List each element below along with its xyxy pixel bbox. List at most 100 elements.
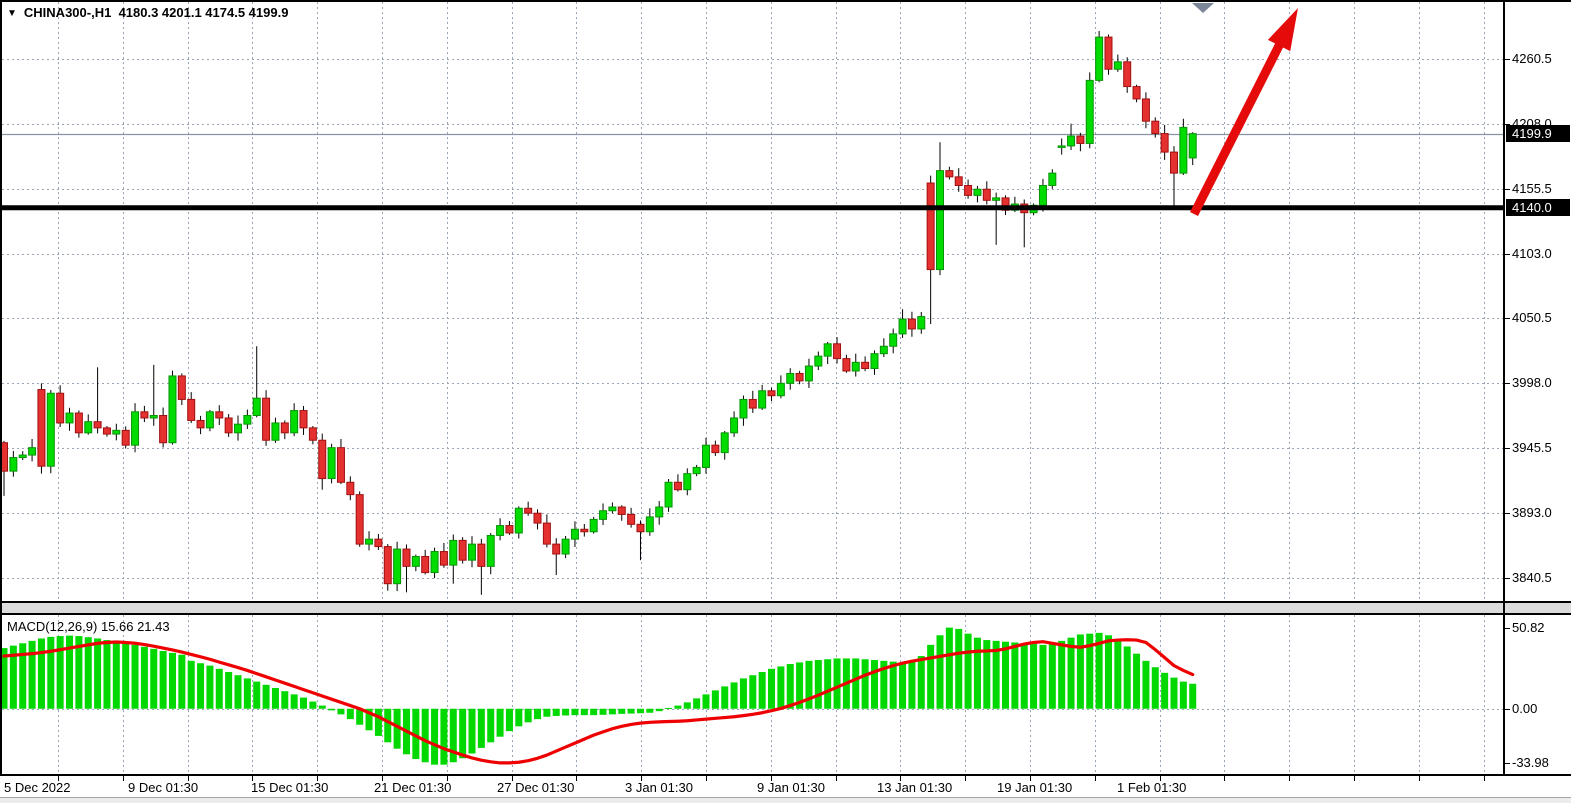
macd-hist-bar — [739, 678, 747, 709]
candle-bull — [84, 421, 93, 434]
candle-bull — [149, 415, 158, 419]
macd-hist-bar — [749, 675, 757, 709]
candle-bull — [496, 525, 505, 536]
macd-hist-bar — [973, 637, 981, 709]
window-border-top — [0, 0, 1571, 2]
candle-bear — [56, 392, 65, 424]
candle-bear — [102, 427, 111, 435]
macd-hist-bar — [1161, 672, 1169, 709]
candle-bull — [739, 398, 748, 419]
candle-bull — [1038, 184, 1047, 206]
macd-hist-bar — [262, 684, 270, 709]
macd-hist-bar — [543, 708, 551, 717]
macd-hist-bar — [1133, 653, 1141, 709]
macd-hist-bar — [702, 694, 710, 709]
trend-arrow-shaft — [1189, 38, 1286, 217]
candle-bear — [477, 543, 486, 567]
panel-separator[interactable] — [0, 601, 1571, 615]
macd-hist-bar — [0, 648, 8, 709]
macd-hist-bar — [19, 643, 27, 709]
macd-hist-bar — [1114, 640, 1122, 709]
macd-hist-bar — [159, 650, 167, 709]
candle-bear — [121, 429, 130, 446]
macd-canvas[interactable] — [0, 615, 1571, 776]
time-tick-label: 21 Dec 01:30 — [374, 780, 452, 795]
macd-hist-bar — [1011, 642, 1019, 709]
hline-price-badge: 4140.0 — [1506, 199, 1570, 217]
candle-bull — [65, 412, 74, 424]
macd-hist-bar — [47, 636, 55, 709]
macd-hist-bar — [393, 708, 401, 749]
macd-hist-bar — [281, 691, 289, 709]
main-gridlines — [2, 2, 1504, 601]
main-chart-canvas[interactable] — [0, 0, 1571, 602]
candle-bear — [982, 188, 991, 201]
macd-hist-bar — [599, 708, 607, 715]
candle-bull — [46, 392, 55, 467]
macd-hist-bar — [150, 648, 158, 709]
macd-hist-bar — [56, 636, 64, 709]
candle-bear — [196, 419, 205, 429]
candle-bear — [505, 525, 514, 534]
trend-arrow-object[interactable] — [1189, 8, 1298, 217]
time-tick-label: 5 Dec 2022 — [4, 780, 71, 795]
macd-hist-bar — [28, 640, 36, 709]
candle-bull — [449, 539, 458, 566]
macd-hist-bar — [758, 672, 766, 709]
macd-hist-bar — [356, 708, 364, 725]
price-tick-label: 4103.0 — [1512, 245, 1552, 261]
candle-bull — [786, 372, 795, 384]
candle-bull — [992, 197, 1001, 201]
macd-hist-bar — [908, 660, 916, 709]
macd-hist-bar — [655, 708, 663, 712]
candle-bull — [1057, 145, 1066, 148]
candle-bear — [439, 551, 448, 566]
macd-hist-bar — [1095, 632, 1103, 709]
candle-bull — [655, 506, 664, 518]
candle-bear — [262, 397, 271, 441]
macd-hist-bar — [618, 708, 626, 714]
macd-hist-bar — [1086, 633, 1094, 709]
candle-bear — [617, 506, 626, 515]
symbol-dropdown-icon[interactable]: ▼ — [7, 8, 17, 19]
candle-bull — [570, 528, 579, 540]
candle-bear — [299, 410, 308, 429]
candle-bear — [842, 358, 851, 372]
candle-bull — [608, 506, 617, 512]
candle-bear — [318, 439, 327, 480]
trend-arrow-head[interactable] — [1267, 8, 1298, 52]
macd-hist-bar — [197, 663, 205, 709]
macd-hist-bar — [786, 664, 794, 709]
macd-hist-bar — [365, 708, 373, 731]
macd-hist-bar — [187, 660, 195, 709]
current-price-badge: 4199.9 — [1506, 125, 1570, 143]
macd-hist-bar — [1030, 644, 1038, 709]
candle-bear — [1170, 151, 1178, 174]
macd-hist-bar — [889, 661, 897, 709]
macd-hist-bar — [140, 646, 148, 709]
candle-bull — [468, 543, 476, 561]
macd-hist-bar — [768, 668, 776, 709]
candle-bear — [926, 182, 935, 271]
macd-hist-bar — [131, 644, 139, 709]
macd-hist-bar — [683, 702, 691, 709]
candle-bull — [917, 316, 926, 330]
candle-bull — [561, 538, 570, 555]
price-tick-label: 4260.5 — [1512, 50, 1552, 66]
candle-bull — [365, 538, 374, 545]
candle-bull — [393, 548, 402, 585]
candle-bear — [159, 415, 168, 444]
macd-hist-bar — [590, 708, 598, 716]
candle-bull — [205, 411, 214, 429]
candle-bull — [1188, 133, 1197, 159]
candle-bear — [524, 507, 533, 514]
chart-shift-marker-icon[interactable] — [1192, 3, 1214, 13]
macd-hist-bar — [178, 654, 186, 709]
candle-bull — [599, 510, 608, 520]
macd-hist-bar — [796, 662, 804, 709]
macd-hist-bar — [449, 708, 457, 763]
macd-hist-bar — [945, 627, 953, 709]
macd-hist-bar — [112, 641, 120, 709]
candles-series — [0, 30, 1197, 595]
candle-bear — [673, 481, 682, 491]
